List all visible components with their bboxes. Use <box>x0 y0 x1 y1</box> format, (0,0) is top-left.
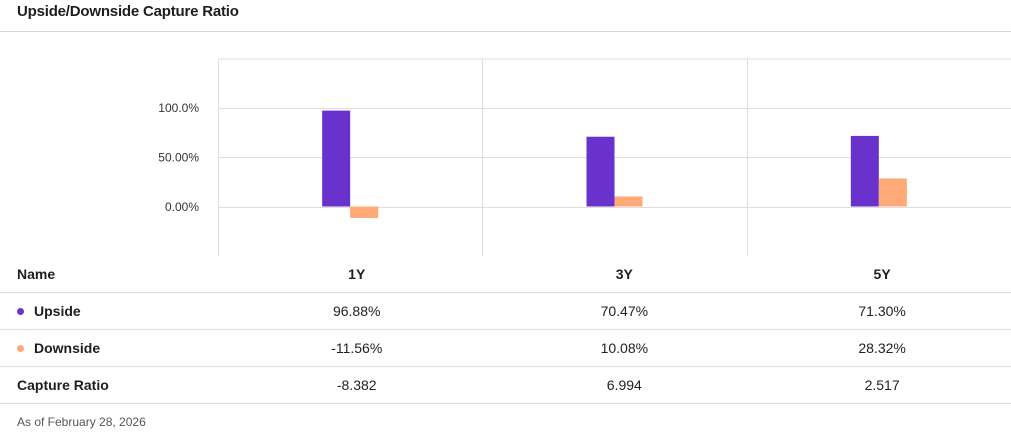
y-axis-ticks: 100.0% 50.00% 0.00% <box>158 101 199 214</box>
capture-ratio-table: Name 1Y 3Y 5Y Upside 96.88% 70.47% 71.30… <box>0 256 1011 404</box>
column-header-1y: 1Y <box>218 256 496 293</box>
capture-ratio-1y-value: -8.382 <box>218 366 496 404</box>
y-tick-label: 100.0% <box>158 101 199 115</box>
upside-legend-dot <box>17 307 24 315</box>
column-header-3y: 3Y <box>495 256 754 293</box>
row-label-downside-text: Downside <box>34 340 101 356</box>
chart-bars <box>322 110 907 218</box>
downside-legend-dot <box>17 344 24 352</box>
capture-ratio-3y-value: 6.994 <box>495 366 754 404</box>
row-label-upside: Upside <box>0 292 218 330</box>
capture-ratio-5y-value: 2.517 <box>753 366 1011 404</box>
bar-downside-1y <box>350 206 379 218</box>
column-header-name: Name <box>0 256 218 293</box>
upside-1y-value: 96.88% <box>218 292 496 330</box>
y-tick-label: 0.00% <box>165 200 199 214</box>
row-label-upside-text: Upside <box>34 303 81 319</box>
row-label-downside: Downside <box>0 329 218 367</box>
chart-grid <box>218 58 1011 256</box>
as-of-date: As of February 28, 2026 <box>17 415 146 429</box>
upside-3y-value: 70.47% <box>495 292 754 330</box>
upside-5y-value: 71.30% <box>753 292 1011 330</box>
bar-downside-5y <box>878 178 907 207</box>
table-row-capture-ratio: Capture Ratio -8.382 6.994 2.517 <box>0 366 1011 404</box>
downside-3y-value: 10.08% <box>495 329 754 367</box>
bar-downside-3y <box>614 196 643 207</box>
downside-1y-value: -11.56% <box>218 329 496 367</box>
downside-5y-value: 28.32% <box>753 329 1011 367</box>
bar-upside-5y <box>850 135 879 207</box>
column-header-5y: 5Y <box>753 256 1011 293</box>
row-label-capture-ratio: Capture Ratio <box>0 366 218 404</box>
bar-upside-1y <box>322 110 351 207</box>
table-row-upside: Upside 96.88% 70.47% 71.30% <box>0 292 1011 330</box>
bar-upside-3y <box>586 136 615 207</box>
chart-title: Upside/Downside Capture Ratio <box>17 3 239 20</box>
table-row-downside: Downside -11.56% 10.08% 28.32% <box>0 329 1011 367</box>
table-header-row: Name 1Y 3Y 5Y <box>0 256 1011 293</box>
capture-ratio-chart: 100.0% 50.00% 0.00% <box>158 58 1011 256</box>
y-tick-label: 50.00% <box>158 151 199 165</box>
title-divider <box>0 31 1011 32</box>
